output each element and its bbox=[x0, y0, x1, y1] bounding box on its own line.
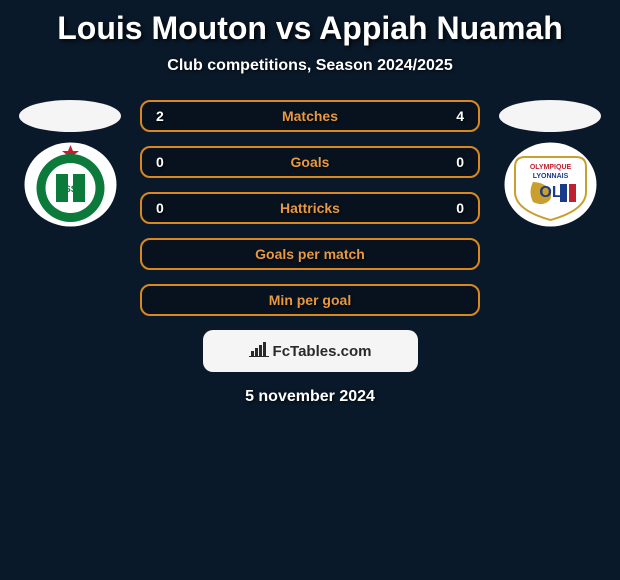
stat-right-value: 4 bbox=[444, 108, 464, 124]
stat-left-value: 0 bbox=[156, 200, 176, 216]
stat-row-matches: 2 Matches 4 bbox=[140, 100, 480, 132]
season-subtitle: Club competitions, Season 2024/2025 bbox=[0, 57, 620, 75]
stat-label: Min per goal bbox=[269, 292, 351, 308]
comparison-title: Louis Mouton vs Appiah Nuamah bbox=[0, 10, 620, 47]
right-player-photo-placeholder bbox=[499, 100, 601, 132]
right-club-badge: OLYMPIQUE LYONNAIS OL bbox=[503, 142, 598, 227]
stats-column: 2 Matches 4 0 Goals 0 0 Hattricks 0 Goal… bbox=[140, 100, 480, 316]
left-club-badge: ASSE bbox=[23, 142, 118, 227]
svg-text:OLYMPIQUE: OLYMPIQUE bbox=[529, 164, 571, 171]
watermark: FcTables.com bbox=[203, 330, 418, 372]
stat-label: Hattricks bbox=[280, 200, 340, 216]
stat-label: Matches bbox=[282, 108, 338, 124]
svg-text:LYONNAIS: LYONNAIS bbox=[532, 173, 568, 180]
main-area: ASSE 2 Matches 4 0 Goals 0 0 Hattricks 0 bbox=[0, 100, 620, 316]
stat-row-goals-per-match: Goals per match bbox=[140, 238, 480, 270]
chart-icon bbox=[249, 341, 269, 362]
stat-right-value: 0 bbox=[444, 154, 464, 170]
stat-label: Goals bbox=[291, 154, 330, 170]
stat-left-value: 2 bbox=[156, 108, 176, 124]
left-player-photo-placeholder bbox=[19, 100, 121, 132]
stat-left-value: 0 bbox=[156, 154, 176, 170]
svg-text:ASSE: ASSE bbox=[58, 184, 83, 194]
svg-text:OL: OL bbox=[539, 184, 561, 201]
stat-row-hattricks: 0 Hattricks 0 bbox=[140, 192, 480, 224]
left-player-column: ASSE bbox=[15, 100, 125, 227]
stat-row-goals: 0 Goals 0 bbox=[140, 146, 480, 178]
right-player-column: OLYMPIQUE LYONNAIS OL bbox=[495, 100, 605, 227]
stat-label: Goals per match bbox=[255, 246, 365, 262]
stat-right-value: 0 bbox=[444, 200, 464, 216]
date-text: 5 november 2024 bbox=[0, 388, 620, 406]
watermark-text: FcTables.com bbox=[273, 343, 372, 360]
stat-row-min-per-goal: Min per goal bbox=[140, 284, 480, 316]
